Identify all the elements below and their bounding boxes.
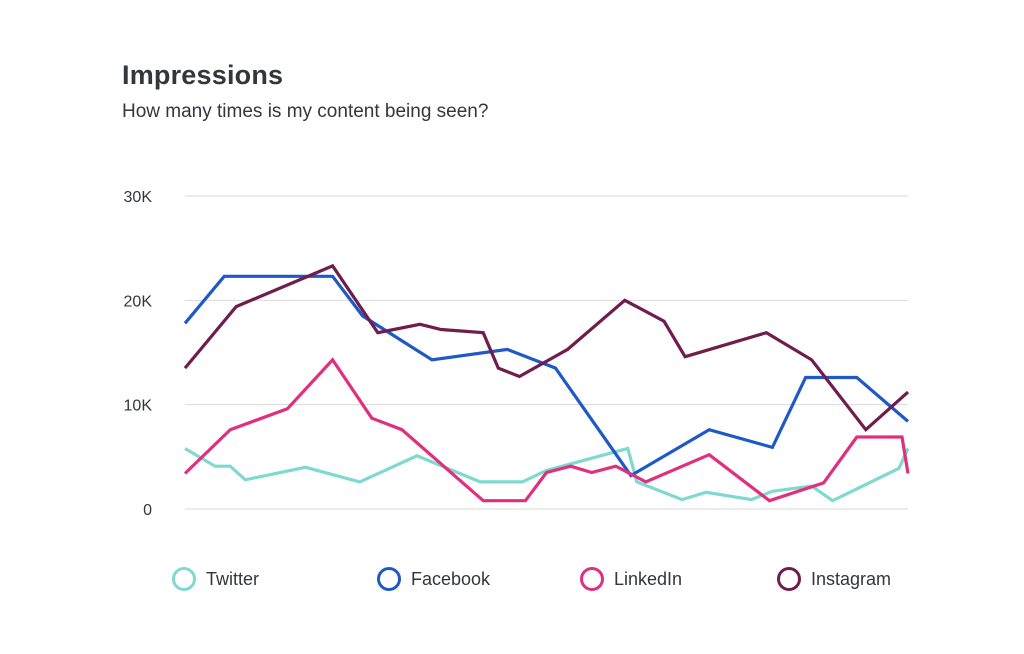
y-tick-label: 20K	[124, 293, 153, 310]
y-tick-label: 30K	[124, 189, 153, 206]
gridlines	[185, 195, 908, 510]
legend-item-instagram: Instagram	[777, 566, 891, 592]
legend-item-facebook: Facebook	[377, 566, 490, 592]
y-tick-label: 10K	[124, 398, 153, 415]
legend-marker-icon	[580, 567, 604, 591]
legend-item-twitter: Twitter	[172, 566, 259, 592]
chart-title: Impressions	[122, 60, 284, 90]
legend-marker-icon	[377, 567, 401, 591]
legend-label: Twitter	[206, 568, 260, 589]
legend-item-linkedin: LinkedIn	[580, 566, 682, 592]
legend-marker-icon	[172, 567, 196, 591]
chart-subtitle: How many times is my content being seen?	[122, 101, 489, 122]
legend-label: Instagram	[811, 568, 892, 589]
legend-label: LinkedIn	[614, 568, 683, 589]
legend-label: Facebook	[411, 568, 491, 589]
series-line-facebook	[183, 274, 910, 478]
series-line-instagram	[183, 263, 910, 433]
series-line-twitter	[184, 446, 910, 503]
series-lines	[183, 263, 910, 503]
series-line-linkedin	[183, 357, 910, 503]
y-tick-label: 0	[143, 502, 152, 519]
y-axis-tick-labels: 0 10K 20K 30K	[124, 189, 153, 519]
legend-marker-icon	[777, 567, 801, 591]
